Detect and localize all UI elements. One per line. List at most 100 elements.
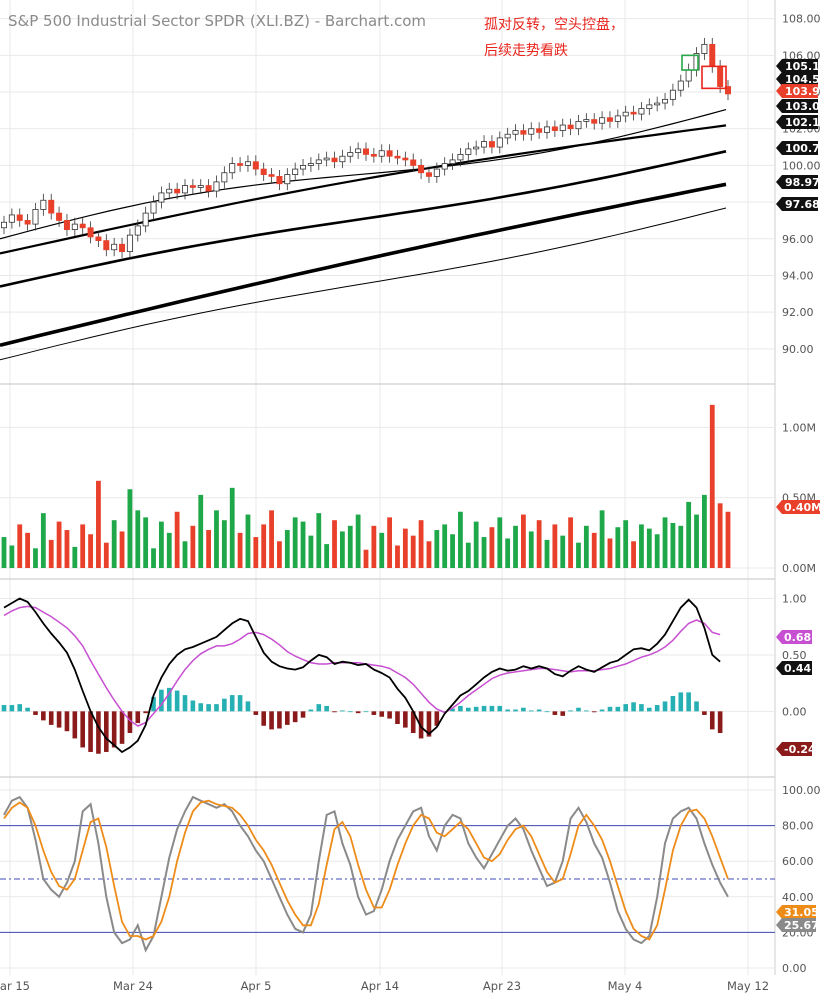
volume-bar: [631, 541, 636, 568]
candle: [386, 150, 393, 157]
macd-histogram-bar: [206, 704, 211, 712]
macd-histogram-bar: [560, 711, 566, 716]
x-tick-label: May 12: [727, 979, 769, 993]
candle: [331, 157, 338, 163]
candle: [544, 126, 551, 133]
volume-bar: [686, 501, 692, 568]
macd-histogram-bar: [269, 711, 274, 730]
candle: [307, 163, 314, 166]
candle: [126, 234, 133, 253]
macd-histogram-bar: [694, 701, 699, 712]
x-tick-label: May 4: [608, 979, 643, 993]
volume-bar: [237, 532, 243, 568]
macd-histogram-bar: [96, 711, 101, 754]
stoch-y-tick-label: 80.00: [782, 820, 814, 833]
candle: [449, 159, 456, 164]
price-y-tick-label: 108.00: [782, 13, 821, 26]
volume-bar: [646, 528, 652, 568]
volume-bar: [25, 532, 31, 568]
candle: [150, 201, 157, 214]
stoch-last-label: 31.05: [784, 906, 819, 919]
red-highlight-box: [701, 65, 727, 90]
macd-histogram-bar: [418, 711, 424, 739]
candle: [355, 148, 362, 153]
candle: [575, 120, 582, 130]
macd-histogram-bar: [308, 709, 314, 712]
candle: [418, 165, 425, 174]
macd-histogram-bar: [363, 711, 369, 713]
candle: [119, 243, 126, 253]
volume-bar: [332, 520, 337, 568]
volume-bar: [717, 503, 723, 568]
candle: [142, 212, 149, 227]
volume-last-label: 0.40M: [784, 501, 822, 514]
macd-histogram-bar: [686, 692, 691, 712]
candle: [520, 130, 527, 135]
volume-bar: [111, 520, 117, 568]
volume-bar: [387, 517, 393, 568]
macd-histogram-bar: [316, 704, 322, 712]
volume-bar: [339, 531, 345, 568]
macd-histogram-bar: [371, 711, 377, 715]
volume-bar: [143, 517, 149, 568]
x-tick-label: Mar 24: [113, 979, 153, 993]
macd-histogram-bar: [151, 696, 156, 712]
volume-bar: [269, 510, 274, 568]
volume-bar: [308, 535, 314, 568]
volume-bar: [544, 539, 550, 568]
candle: [40, 199, 47, 210]
macd-histogram-bar: [473, 706, 479, 712]
candle: [662, 98, 669, 104]
volume-bar: [591, 532, 597, 568]
volume-bar: [623, 520, 629, 568]
macd-histogram-bar: [332, 711, 337, 713]
candle: [410, 159, 417, 166]
volume-bar: [639, 524, 644, 568]
macd-y-tick-label: 0.00: [782, 705, 807, 718]
volume-bar: [72, 546, 78, 568]
volume-bar: [1, 537, 7, 568]
price-label-box: [776, 197, 818, 211]
candle: [347, 152, 354, 157]
candle: [24, 220, 31, 225]
macd-last-label: -0.24: [784, 743, 816, 756]
macd-histogram-bar: [647, 707, 652, 712]
macd-y-tick-label: 1.00: [782, 593, 807, 606]
volume-bar: [465, 542, 471, 568]
volume-bar: [103, 542, 109, 568]
macd-histogram-bar: [584, 710, 589, 712]
macd-histogram-bar: [277, 711, 282, 729]
macd-signal-line: [3, 605, 721, 727]
macd-histogram-bar: [615, 706, 621, 712]
candle: [638, 108, 645, 115]
candle: [465, 148, 472, 155]
macd-histogram-bar: [72, 711, 78, 739]
macd-line: [3, 597, 721, 754]
candle: [685, 69, 692, 82]
price-label-box: [776, 175, 818, 189]
macd-histogram-bar: [717, 711, 723, 733]
macd-histogram-bar: [426, 711, 432, 737]
candle: [362, 148, 369, 155]
annotation-line-2: 后续走势看跌: [484, 43, 568, 59]
macd-histogram-bar: [222, 698, 227, 712]
volume-bar: [198, 494, 204, 568]
macd-histogram-bar: [48, 711, 54, 725]
macd-last-label: 0.68: [784, 631, 811, 644]
volume-bar: [96, 480, 101, 568]
candle: [244, 161, 251, 166]
candle: [323, 157, 330, 161]
macd-histogram-bar: [599, 709, 605, 712]
macd-y-tick-label: 0.50: [782, 649, 807, 662]
volume-bar: [599, 510, 605, 568]
macd-histogram-bar: [56, 711, 62, 728]
price-label-box: [776, 59, 818, 73]
volume-bar: [371, 525, 377, 568]
stoch-y-tick-label: 40.00: [782, 891, 814, 904]
volume-bar: [662, 517, 668, 568]
volume-bar: [190, 525, 196, 568]
macd-histogram-bar: [347, 711, 353, 713]
x-tick-label: Apr 14: [361, 979, 399, 993]
candle: [268, 174, 275, 177]
